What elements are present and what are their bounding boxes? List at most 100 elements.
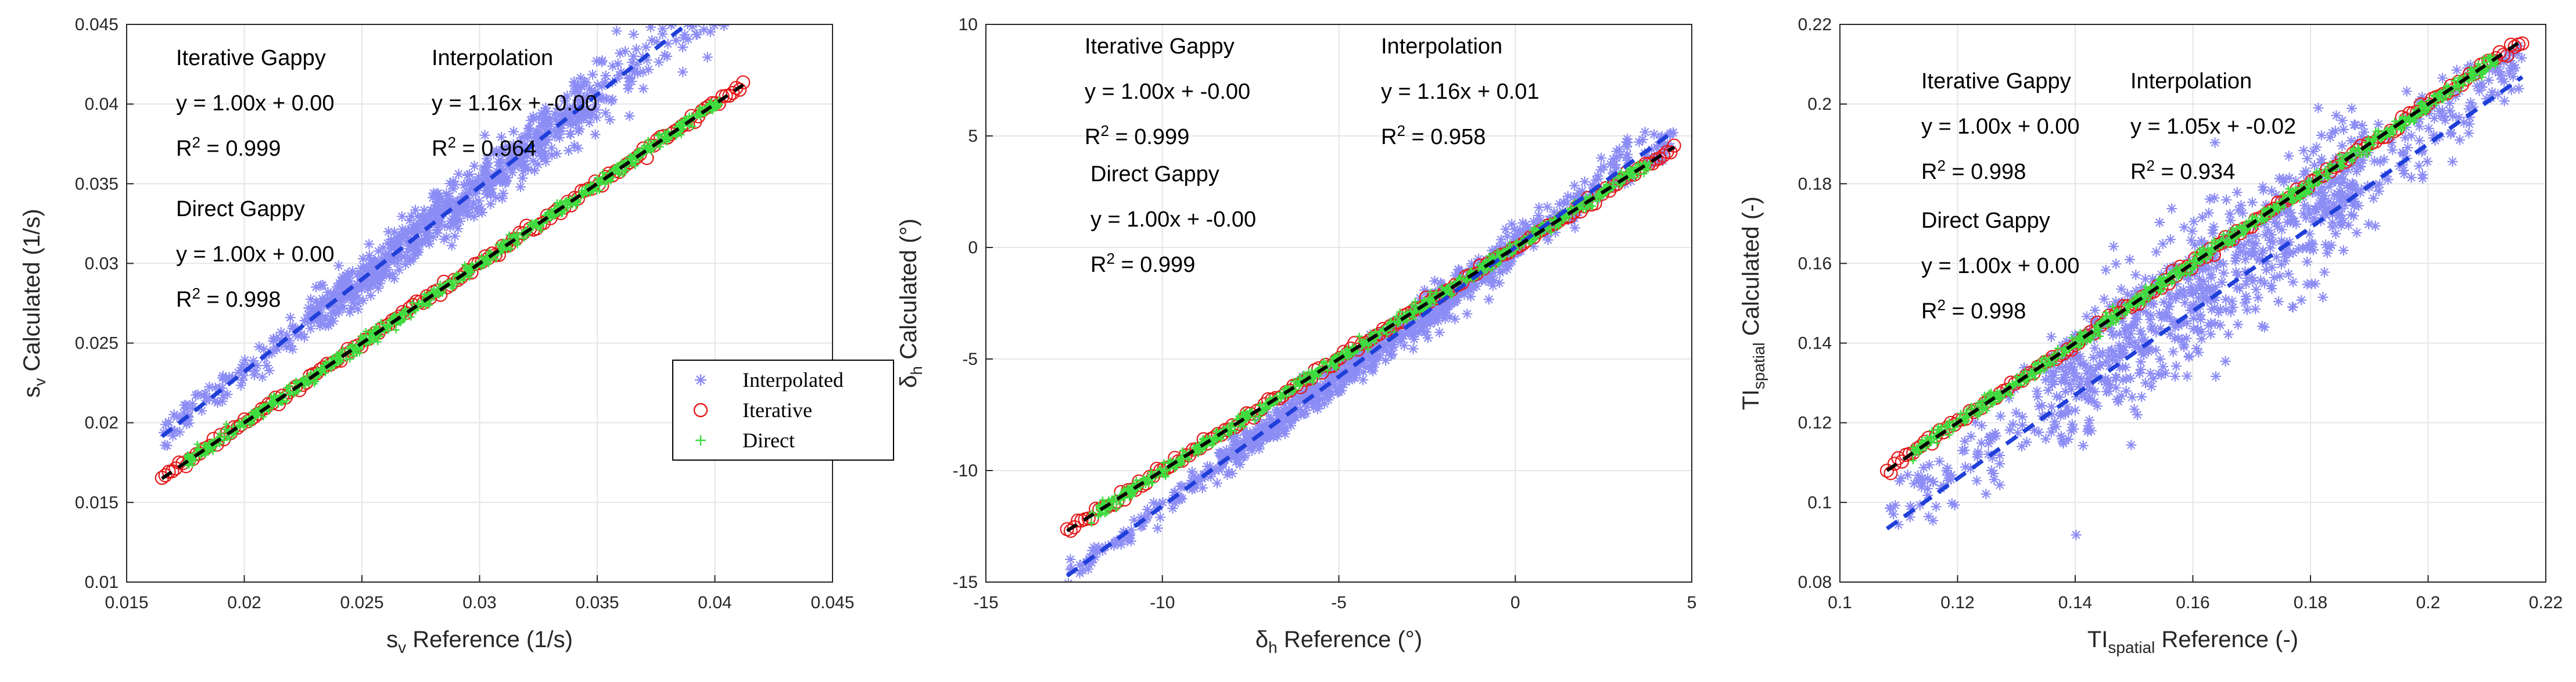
direct-point	[564, 199, 571, 206]
interpolated-point	[1976, 420, 1987, 431]
interpolated-point	[1389, 334, 1400, 345]
interpolated-point	[2241, 293, 2252, 304]
direct-point	[1145, 480, 1152, 487]
interpolated-point	[453, 168, 464, 180]
interpolated-point	[628, 28, 639, 40]
interpolated-point	[2399, 168, 2410, 180]
interpolated-point	[614, 69, 625, 80]
interpolated-point	[1494, 267, 1505, 278]
direct-point	[465, 274, 473, 281]
interpolated-point	[1960, 461, 1971, 472]
interpolated-point	[2314, 198, 2325, 209]
interpolated-point	[2216, 277, 2227, 288]
interpolated-point	[500, 177, 511, 188]
interpolated-point	[1656, 137, 1667, 148]
interpolated-point	[210, 382, 221, 393]
interpolated-point	[1240, 450, 1251, 461]
interpolated-point	[2151, 326, 2162, 338]
interpolated-point	[1928, 476, 1939, 487]
interpolated-point	[2414, 121, 2425, 132]
interpolated-point	[570, 86, 581, 97]
interpolated-point	[2176, 334, 2187, 345]
direct-point	[683, 114, 690, 122]
iterative-point	[1663, 145, 1678, 160]
interpolated-point	[517, 173, 528, 184]
interpolated-point	[2179, 342, 2190, 353]
interpolated-point	[2188, 324, 2199, 335]
interpolated-point	[694, 0, 705, 2]
interpolated-point	[1622, 149, 1633, 160]
interpolated-point	[567, 102, 578, 113]
interpolated-point	[473, 195, 485, 206]
direct-point	[1393, 313, 1400, 320]
interpolated-point	[1990, 430, 2001, 441]
interpolated-point	[1653, 139, 1664, 150]
interpolated-point	[311, 282, 322, 293]
interpolated-point	[468, 198, 479, 209]
interpolated-point	[2304, 209, 2315, 220]
interpolated-point	[345, 307, 356, 318]
interpolated-point	[2327, 203, 2338, 214]
interpolated-point	[1288, 392, 1299, 403]
interpolated-point	[464, 178, 475, 189]
direct-point	[1408, 301, 1416, 308]
interpolated-point	[2155, 323, 2166, 334]
direct-point	[533, 222, 540, 229]
interpolated-point	[2287, 301, 2298, 313]
interpolated-point	[1916, 482, 1927, 493]
interpolated-point	[600, 70, 611, 81]
interpolated-point	[2454, 134, 2465, 145]
interpolated-point	[1572, 191, 1583, 202]
interpolated-point	[1224, 466, 1235, 477]
interpolated-point	[2156, 312, 2167, 323]
direct-point	[1642, 166, 1650, 174]
interpolated-point	[2336, 203, 2347, 214]
interpolated-point	[473, 203, 484, 214]
annotation-title: Interpolation	[432, 46, 553, 70]
interpolated-point	[419, 204, 430, 216]
interpolated-point	[350, 281, 361, 292]
interpolated-point	[2311, 203, 2322, 214]
interpolated-point	[559, 111, 570, 122]
interpolated-point	[584, 105, 595, 116]
direct-point	[554, 201, 561, 209]
interpolated-point	[433, 193, 444, 204]
interpolated-point	[2492, 89, 2503, 100]
interpolated-point	[1221, 449, 1232, 460]
interpolated-point	[1509, 231, 1520, 242]
interpolated-point	[518, 153, 529, 164]
interpolated-point	[2081, 311, 2092, 322]
interpolated-point	[1244, 427, 1255, 438]
interpolated-point	[2029, 425, 2040, 436]
interpolated-point	[2175, 288, 2186, 299]
interpolated-point	[2110, 296, 2121, 307]
interpolated-point	[575, 73, 586, 84]
interpolated-point	[1115, 534, 1126, 545]
interpolated-point	[2306, 238, 2317, 249]
interpolated-point	[2205, 329, 2216, 340]
interpolated-point	[1535, 214, 1546, 225]
interpolated-point	[390, 237, 401, 248]
interpolated-point	[2186, 235, 2197, 246]
interpolated-point	[434, 213, 445, 224]
interpolated-point	[1902, 469, 1913, 480]
interpolated-point	[715, 14, 726, 24]
interpolated-point	[620, 46, 631, 57]
annotation-equation: y = 1.16x + -0.00	[432, 91, 597, 116]
interpolated-point	[2463, 128, 2474, 139]
interpolated-point	[1348, 372, 1359, 383]
interpolated-point	[1420, 326, 1431, 338]
interpolated-point	[2046, 331, 2057, 342]
interpolated-point	[1541, 231, 1552, 242]
interpolated-point	[364, 250, 375, 261]
interpolated-point	[281, 329, 292, 340]
direct-point	[1479, 260, 1487, 268]
interpolated-point	[257, 371, 268, 382]
interpolated-point	[2434, 106, 2445, 117]
interpolated-point	[2158, 361, 2168, 372]
interpolated-point	[700, 5, 711, 16]
interpolated-point	[1200, 472, 1211, 483]
interpolated-point	[591, 112, 602, 123]
interpolated-point	[1444, 311, 1455, 322]
interpolated-point	[428, 192, 439, 203]
